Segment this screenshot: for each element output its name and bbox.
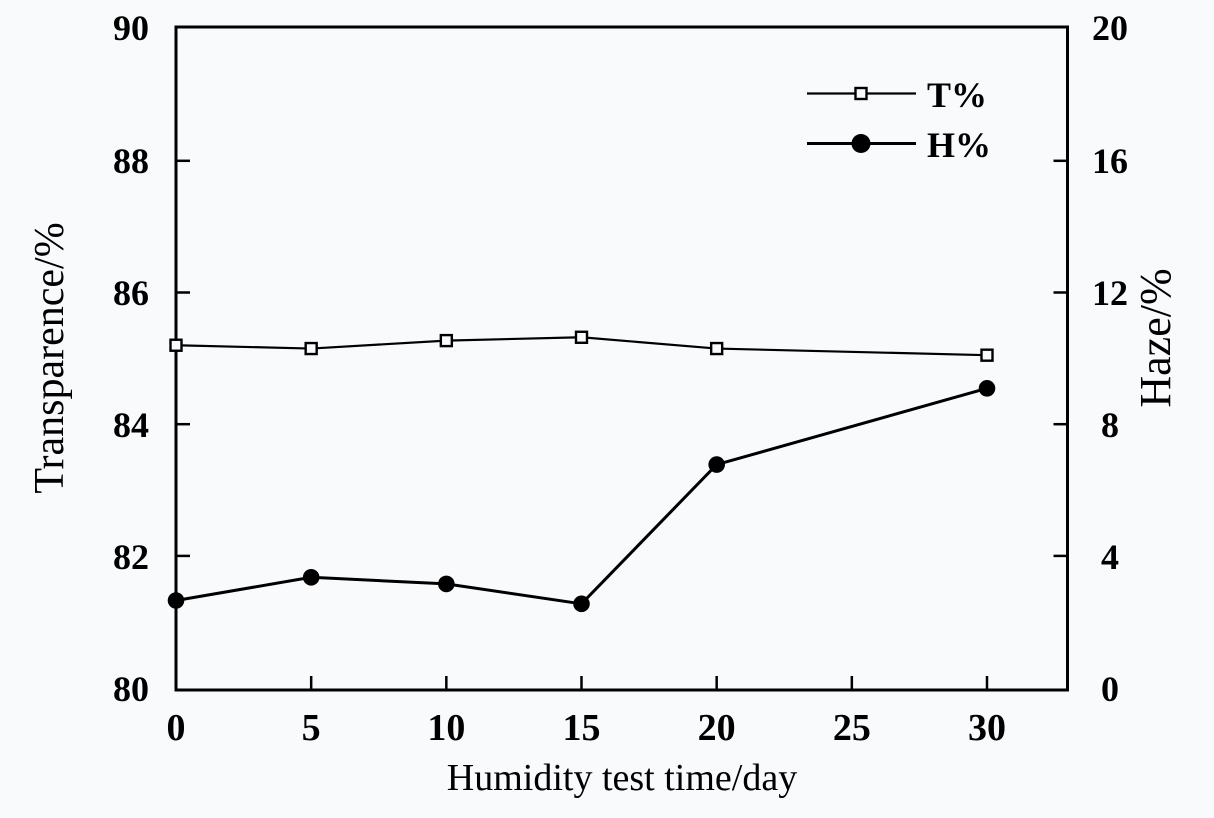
svg-text:20: 20 [1092,8,1128,48]
svg-text:90: 90 [113,8,149,48]
svg-text:84: 84 [113,405,149,445]
svg-text:T%: T% [927,75,987,115]
svg-text:20: 20 [698,707,736,749]
svg-text:15: 15 [563,707,601,749]
svg-text:4: 4 [1101,537,1119,577]
svg-text:30: 30 [968,707,1006,749]
svg-text:5: 5 [302,707,321,749]
svg-text:8: 8 [1101,405,1119,445]
svg-text:12: 12 [1092,273,1128,313]
svg-text:80: 80 [113,669,149,709]
svg-text:0: 0 [1101,669,1119,709]
svg-text:86: 86 [113,273,149,313]
svg-text:Transparence/%: Transparence/% [27,222,73,493]
svg-text:0: 0 [167,707,186,749]
svg-text:25: 25 [833,707,871,749]
svg-text:16: 16 [1092,141,1128,181]
svg-text:10: 10 [427,707,465,749]
svg-text:Humidity test time/day: Humidity test time/day [447,757,797,799]
svg-text:88: 88 [113,141,149,181]
svg-text:Haze/%: Haze/% [1131,268,1180,407]
svg-text:H%: H% [927,125,991,165]
svg-text:82: 82 [113,537,149,577]
